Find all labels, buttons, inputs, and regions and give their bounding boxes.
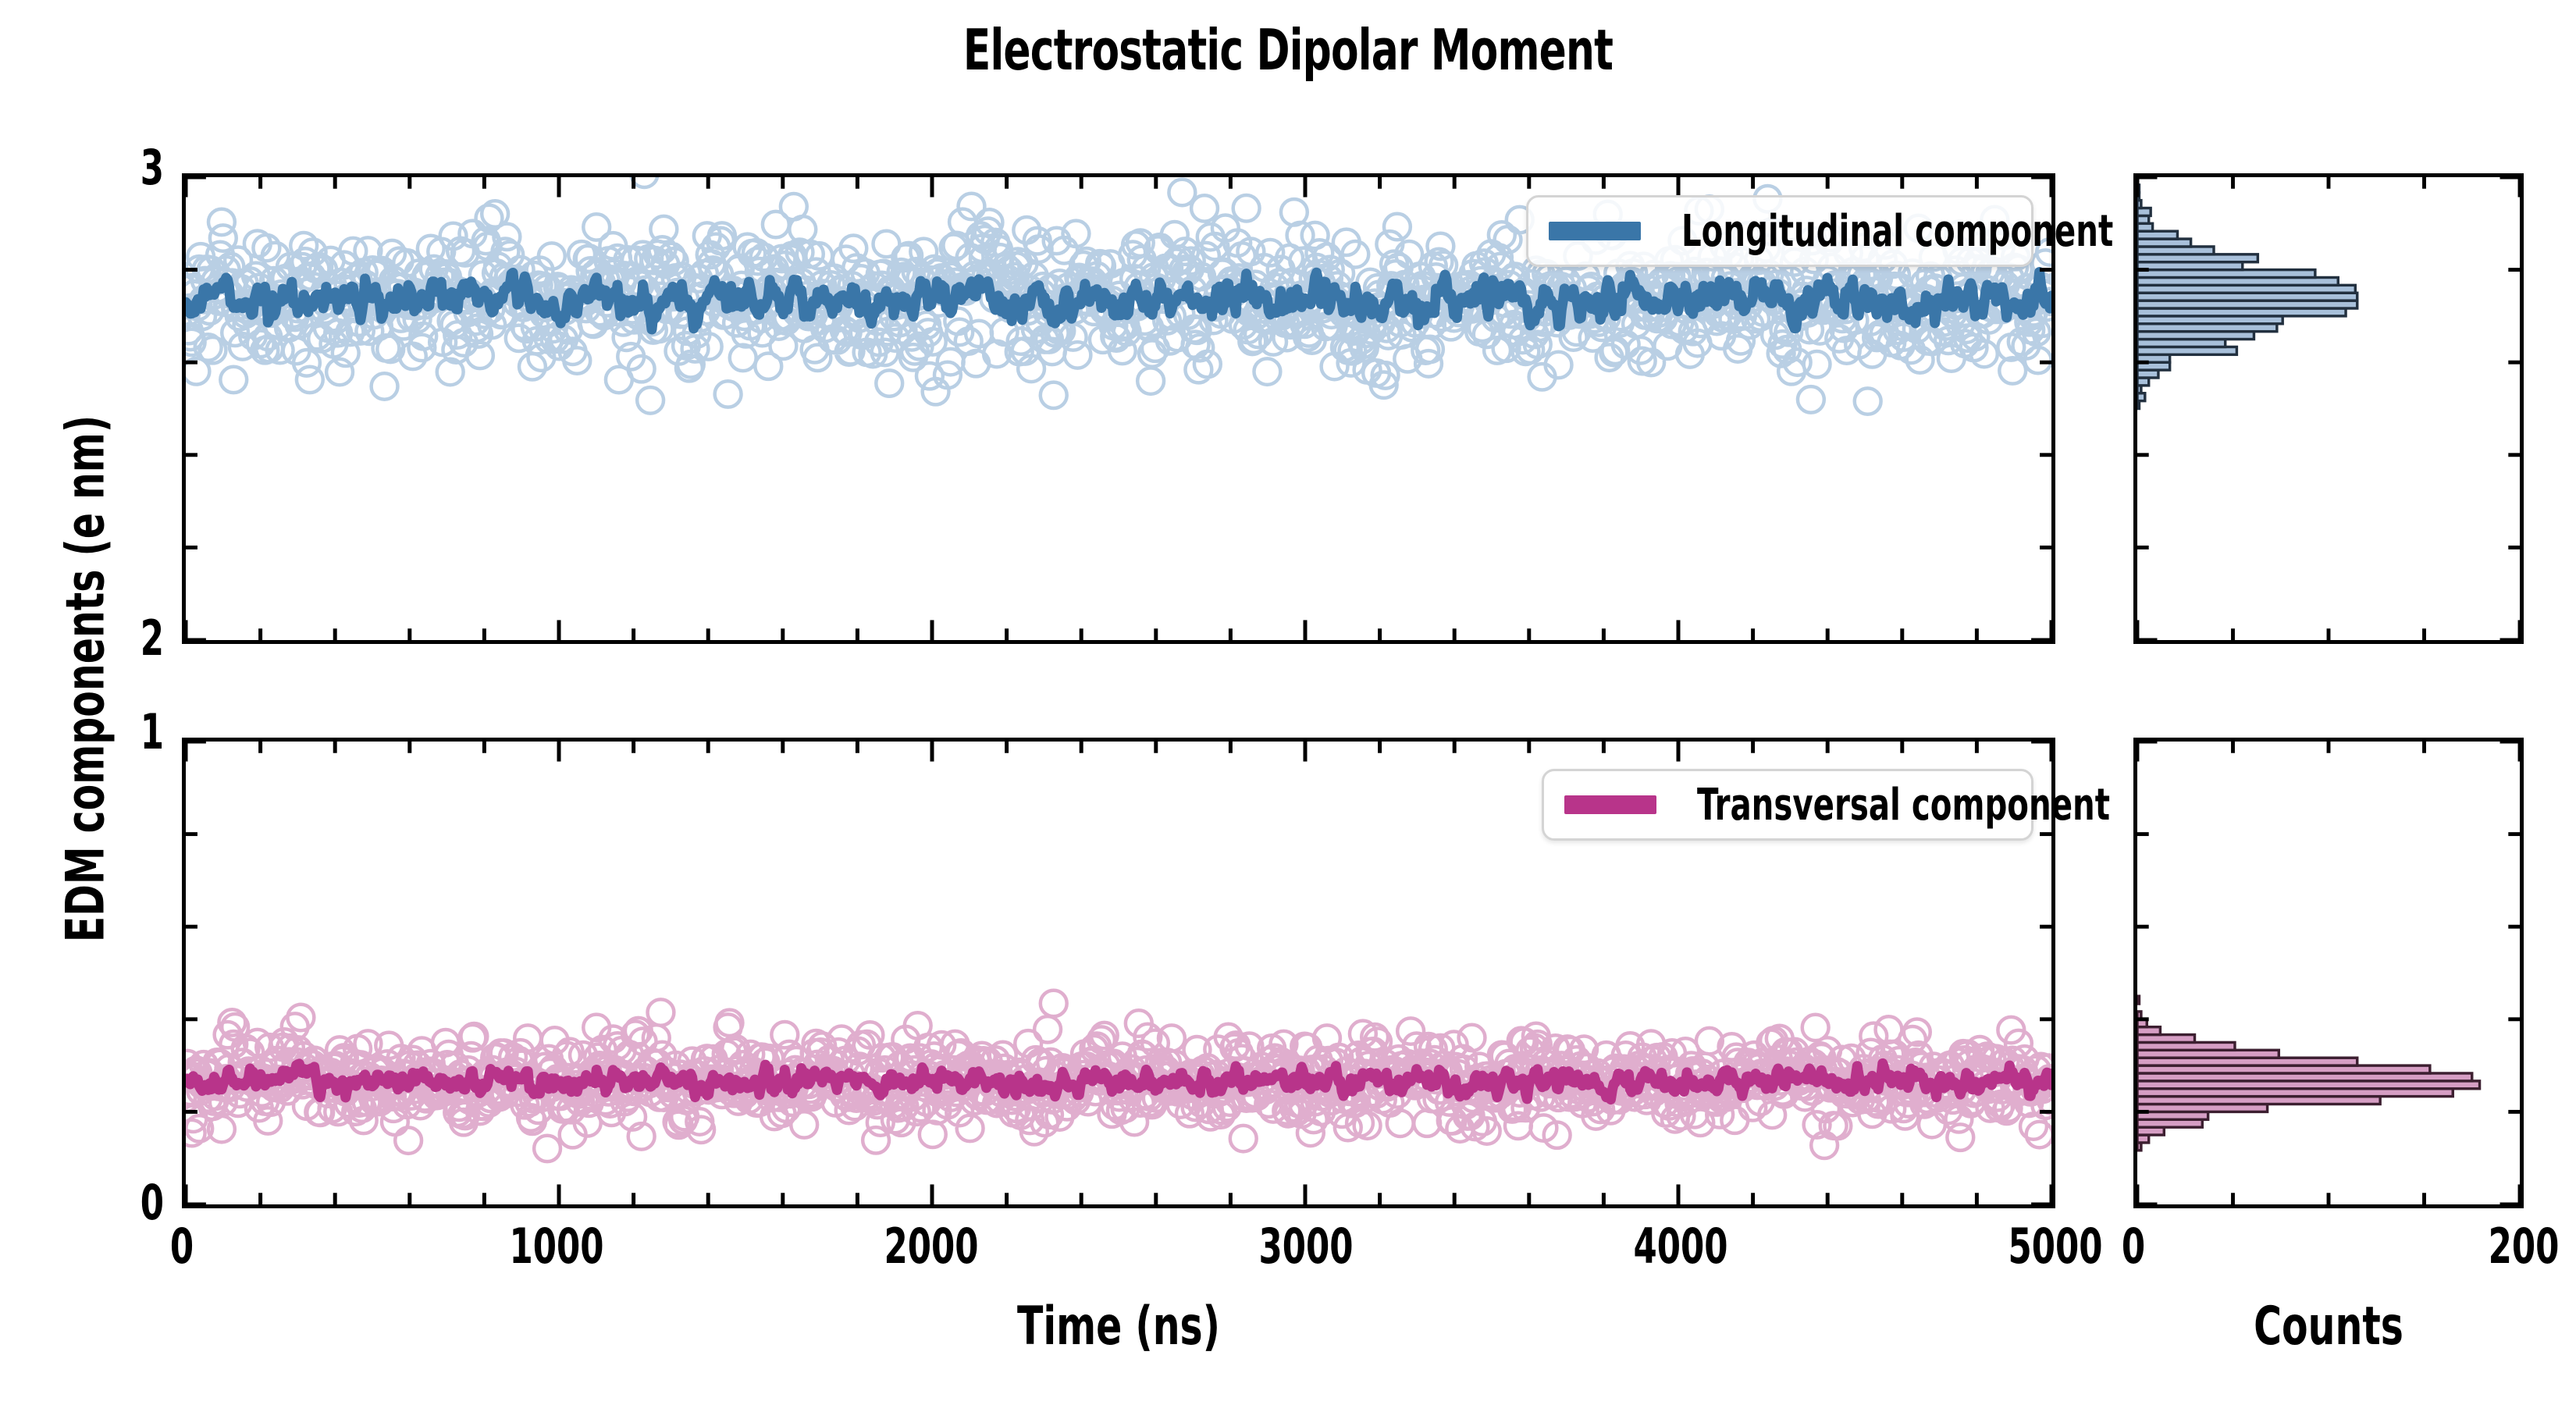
hist-xtick-0: 0: [2121, 1218, 2146, 1275]
histogram-bar: [2137, 206, 2152, 218]
legend-swatch-longitudinal: [1549, 222, 1641, 240]
legend-label-transversal: Transversal component: [1697, 779, 2111, 831]
xtick-3000: 3000: [1258, 1218, 1354, 1275]
histogram-bar: [2137, 229, 2179, 240]
xtick-5000: 5000: [2008, 1218, 2103, 1275]
axis-ticks: [2137, 177, 2520, 640]
running-mean-line: [186, 1058, 2051, 1105]
histogram-panel-longitudinal: [2133, 173, 2524, 644]
axis-ticks: [186, 177, 2051, 640]
axis-ticks: [186, 742, 2051, 1204]
axis-ticks: [2137, 742, 2520, 1204]
xtick-4000: 4000: [1633, 1218, 1728, 1275]
legend-label-longitudinal: Longitudinal component: [1681, 205, 2114, 257]
histogram-bars: [2137, 183, 2359, 411]
hist-xtick-200: 200: [2488, 1218, 2560, 1275]
histogram-bar: [2137, 1033, 2197, 1044]
legend-transversal[interactable]: Transversal component: [1542, 769, 2110, 841]
ytick-top-2: 2: [140, 610, 164, 667]
ytick-top-3: 3: [140, 139, 164, 196]
xtick-0: 0: [169, 1218, 194, 1275]
histogram-bars: [2137, 994, 2482, 1152]
histogram-bar: [2137, 1025, 2162, 1037]
running-mean-line: [186, 266, 2051, 335]
x-axis-label-time: Time (ns): [1016, 1296, 1221, 1357]
xtick-1000: 1000: [509, 1218, 604, 1275]
xtick-2000: 2000: [884, 1218, 979, 1275]
chart-title: Electrostatic Dipolar Moment: [962, 17, 1614, 83]
x-axis-label-counts: Counts: [2254, 1296, 2403, 1357]
ytick-bottom-1: 1: [140, 703, 164, 760]
ytick-bottom-0: 0: [140, 1174, 164, 1231]
y-axis-label: EDM components (e nm): [55, 414, 117, 943]
histogram-bar: [2137, 994, 2141, 1005]
legend-longitudinal[interactable]: Longitudinal component: [1526, 195, 2113, 267]
histogram-panel-transversal: [2133, 738, 2524, 1208]
legend-swatch-transversal: [1564, 795, 1656, 814]
